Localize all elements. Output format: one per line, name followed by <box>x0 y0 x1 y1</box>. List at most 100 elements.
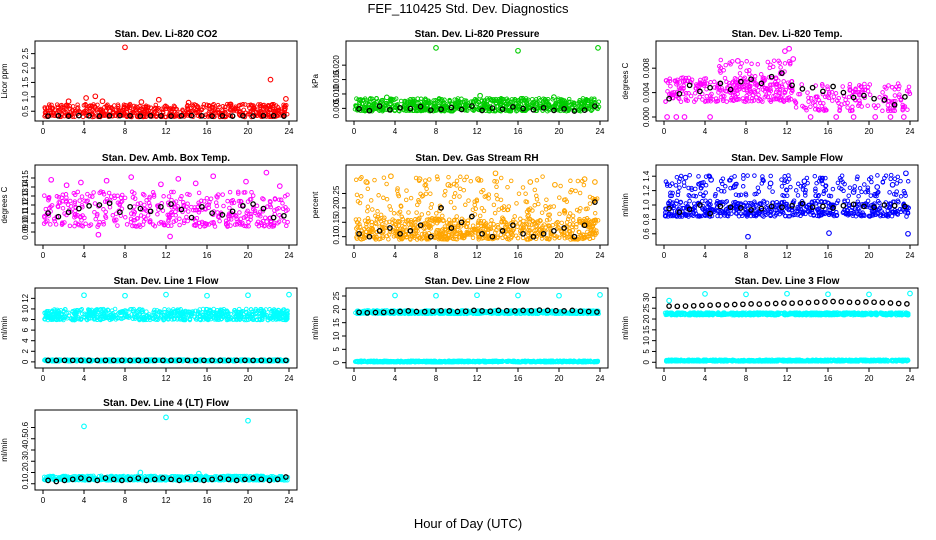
data-point <box>730 59 735 64</box>
data-point <box>137 113 144 119</box>
data-point <box>747 88 753 94</box>
data-point <box>682 183 687 189</box>
data-point <box>764 200 770 205</box>
x-tick-label: 4 <box>703 251 708 260</box>
data-point <box>452 229 457 235</box>
data-point <box>48 315 53 321</box>
data-point <box>91 190 96 195</box>
x-tick-label: 12 <box>783 127 792 136</box>
data-point <box>227 205 232 211</box>
data-point <box>205 317 211 323</box>
data-point <box>388 173 394 180</box>
data-point <box>580 98 586 103</box>
x-tick-label: 20 <box>244 127 253 136</box>
data-point <box>751 98 757 103</box>
data-point <box>489 105 496 111</box>
data-point <box>70 308 75 314</box>
data-point <box>867 92 873 98</box>
x-tick-label: 16 <box>824 127 833 136</box>
data-point <box>97 307 103 312</box>
x-tick-label: 12 <box>473 251 482 260</box>
data-point <box>421 225 426 231</box>
data-point <box>719 188 724 194</box>
data-point <box>59 220 65 226</box>
data-point <box>697 202 703 208</box>
data-point <box>744 93 749 99</box>
data-point <box>815 198 820 204</box>
data-point <box>740 184 746 189</box>
data-point <box>248 307 254 312</box>
data-point <box>826 230 832 236</box>
data-point <box>562 235 568 241</box>
y-tick-label: 0.13 <box>21 188 30 204</box>
data-point <box>276 183 283 189</box>
data-point <box>877 95 882 100</box>
data-point <box>718 57 724 63</box>
data-point <box>206 104 212 109</box>
data-point <box>781 97 786 103</box>
data-point <box>178 112 185 119</box>
data-point <box>81 110 86 116</box>
data-point <box>259 311 265 316</box>
x-tick-label: 20 <box>555 251 564 260</box>
data-point <box>423 182 429 188</box>
data-point <box>357 221 362 227</box>
data-point <box>195 109 200 114</box>
data-point <box>229 200 235 206</box>
x-tick-label: 24 <box>596 127 605 136</box>
data-point <box>229 208 236 215</box>
data-point <box>710 207 716 212</box>
data-point <box>160 109 166 115</box>
data-point <box>169 223 174 228</box>
y-tick-label: 0 <box>21 359 30 364</box>
data-point <box>446 217 452 222</box>
data-point <box>542 222 547 227</box>
data-point <box>673 114 680 120</box>
data-point <box>721 68 726 73</box>
data-point <box>133 315 138 320</box>
data-point <box>585 98 591 103</box>
data-point <box>262 314 268 319</box>
data-point <box>481 208 487 214</box>
data-point <box>852 184 857 189</box>
data-point <box>867 82 873 87</box>
data-point <box>166 194 172 199</box>
data-point <box>464 229 469 235</box>
data-point <box>463 202 468 208</box>
data-point <box>874 184 881 190</box>
data-point <box>96 202 103 208</box>
x-tick-label: 8 <box>123 251 128 260</box>
data-point <box>865 189 871 195</box>
data-point <box>45 111 51 116</box>
x-tick-label: 20 <box>555 127 564 136</box>
data-point <box>397 230 403 237</box>
data-point <box>101 207 106 212</box>
data-point <box>417 103 424 110</box>
data-point <box>907 91 913 96</box>
data-point <box>853 87 858 93</box>
data-point <box>854 211 860 216</box>
data-point <box>95 224 100 229</box>
data-point <box>874 191 879 196</box>
data-point <box>387 219 392 225</box>
data-point <box>64 198 69 203</box>
data-point <box>132 196 138 201</box>
data-point <box>241 190 247 195</box>
data-point <box>503 103 509 109</box>
data-point <box>803 193 808 198</box>
data-point <box>158 203 164 210</box>
data-point <box>539 225 544 231</box>
data-point <box>281 212 287 219</box>
data-point <box>365 186 371 192</box>
data-point <box>583 98 589 104</box>
data-point <box>409 219 414 225</box>
data-point <box>897 92 902 97</box>
data-point <box>893 192 899 197</box>
data-point <box>158 219 164 225</box>
data-point <box>112 103 117 108</box>
data-point <box>257 209 263 215</box>
data-point <box>263 169 270 176</box>
data-point <box>126 105 131 110</box>
